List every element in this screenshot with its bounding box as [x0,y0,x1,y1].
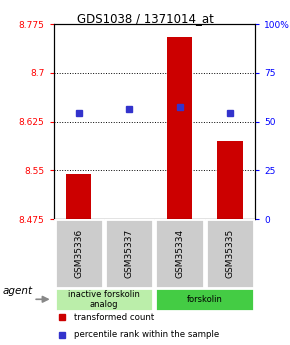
Text: GSM35335: GSM35335 [226,229,235,278]
Bar [105,219,153,288]
Bar [155,219,204,288]
Bar [55,219,103,288]
Text: GSM35336: GSM35336 [74,229,83,278]
Text: GSM35337: GSM35337 [125,229,134,278]
Text: transformed count: transformed count [74,313,154,322]
Text: percentile rank within the sample: percentile rank within the sample [74,330,219,339]
Bar [66,174,91,219]
Bar [155,288,254,310]
Bar [218,141,243,219]
Text: forskolin: forskolin [187,295,223,304]
Bar [206,219,254,288]
Text: GDS1038 / 1371014_at: GDS1038 / 1371014_at [77,12,213,25]
Text: agent: agent [3,286,33,296]
Text: GSM35334: GSM35334 [175,229,184,278]
Text: inactive forskolin
analog: inactive forskolin analog [68,289,140,309]
Bar [55,288,153,310]
Bar [167,37,192,219]
